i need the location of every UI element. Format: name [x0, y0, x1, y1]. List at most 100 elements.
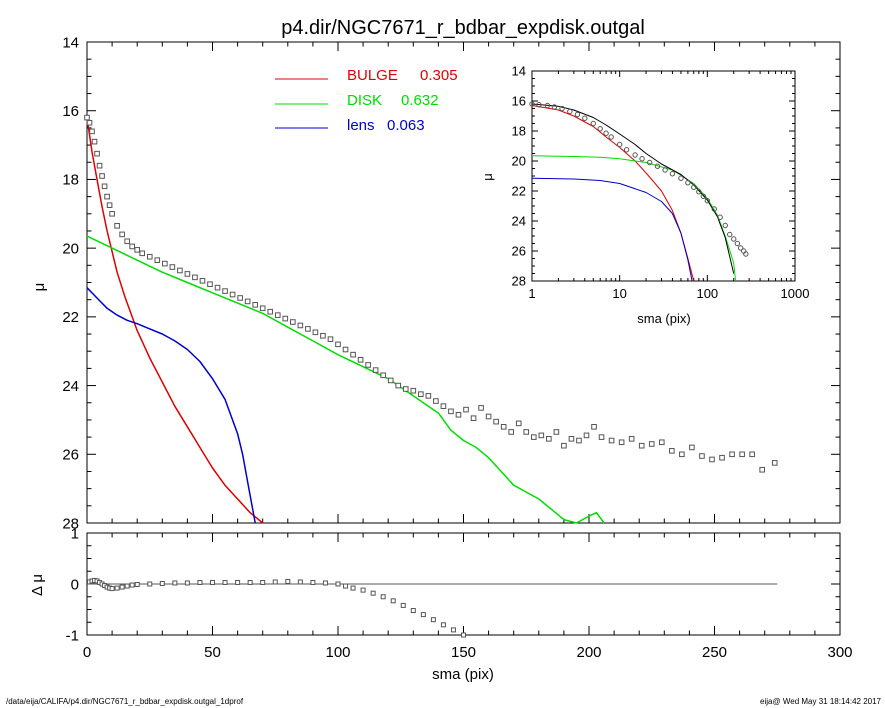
- main-data-point: [425, 393, 432, 399]
- main-data-point: [478, 405, 484, 411]
- inset-data-point: [544, 102, 551, 109]
- main-data-point: [259, 305, 266, 312]
- residual-residual-point: [184, 580, 190, 586]
- main-y-tick-label: 18: [62, 172, 79, 189]
- inset-data-point: [717, 214, 723, 220]
- inset-disk-line: [531, 155, 737, 282]
- residual-residual-point: [343, 583, 349, 589]
- inset-data-point: [551, 104, 558, 110]
- residual-residual-point: [260, 579, 266, 585]
- inset-data-point: [632, 152, 638, 158]
- main-data-point: [598, 434, 605, 440]
- main-data-point: [305, 326, 311, 332]
- main-y-tick-label: 16: [62, 103, 79, 120]
- inset-bulge-line: [531, 105, 695, 282]
- residual-residual-point: [129, 582, 135, 588]
- inset-data-point: [567, 108, 573, 115]
- main-data-point: [658, 439, 665, 446]
- main-data-point: [410, 387, 417, 394]
- inset-data-point: [731, 236, 737, 242]
- inset-data-point: [646, 159, 653, 166]
- main-data-point: [669, 448, 675, 454]
- inset-data-point: [685, 180, 691, 186]
- residual-residual-point: [134, 582, 140, 588]
- inset-total-line: [531, 103, 735, 274]
- main-data-point: [470, 415, 477, 422]
- residual-residual-point: [297, 579, 303, 585]
- main-data-point: [719, 454, 725, 461]
- residual-residual-point: [114, 585, 120, 591]
- main-data-point: [729, 451, 735, 458]
- inset-lens-line: [531, 177, 693, 282]
- residual-y-tick-label: -1: [66, 627, 79, 644]
- main-bulge-line: [86, 117, 264, 524]
- inset-data-point: [743, 251, 749, 257]
- main-data-point: [89, 128, 95, 135]
- inset-data-point: [727, 231, 733, 238]
- inset-y-tick-label: 26: [512, 244, 526, 259]
- main-data-point: [86, 119, 93, 126]
- main-data-point: [576, 437, 582, 444]
- main-data-point: [129, 243, 135, 250]
- inset-data-point: [734, 240, 741, 247]
- main-data-point: [290, 319, 296, 325]
- main-data-point: [350, 351, 356, 358]
- main-data-point: [297, 322, 304, 329]
- inset-data-point: [603, 130, 609, 136]
- residual-residual-point: [440, 622, 446, 628]
- legend-label-bulge: BULGE: [347, 67, 398, 84]
- main-data-point: [214, 284, 221, 291]
- inset-y-tick-label: 22: [512, 184, 526, 199]
- legend-value-lens: 0.063: [387, 117, 425, 134]
- main-data-point: [94, 150, 100, 157]
- residual-residual-point: [430, 617, 436, 623]
- main-data-point: [365, 362, 371, 368]
- main-data-point: [274, 312, 281, 318]
- main-data-point: [312, 329, 319, 336]
- main-data-point: [139, 250, 146, 257]
- main-data-point: [759, 466, 765, 473]
- main-data-point: [244, 298, 251, 305]
- main-data-point: [177, 267, 183, 274]
- main-data-point: [192, 274, 198, 281]
- main-data-point: [679, 451, 685, 458]
- main-data-point: [335, 341, 341, 348]
- main-y-tick-label: 22: [62, 309, 79, 326]
- main-data-point: [440, 403, 447, 409]
- main-data-point: [618, 439, 625, 446]
- residual-residual-point: [390, 598, 396, 604]
- main-data-point: [91, 138, 98, 145]
- main-data-point: [418, 391, 424, 397]
- inset-data-point: [654, 163, 661, 169]
- inset-data-point: [669, 171, 676, 177]
- residual-x-tick-label: 50: [204, 644, 221, 661]
- main-data-point: [455, 411, 462, 418]
- main-data-point: [568, 436, 575, 442]
- main-data-point: [372, 367, 379, 373]
- residual-residual-point: [124, 583, 130, 589]
- main-data-point: [546, 436, 552, 442]
- main-data-point: [169, 264, 176, 270]
- inset-data-point: [711, 206, 717, 212]
- main-data-point: [96, 162, 103, 169]
- residual-residual-point: [285, 578, 291, 584]
- main-data-point: [485, 413, 492, 420]
- residual-residual-point: [450, 627, 456, 633]
- main-data-point: [515, 420, 522, 427]
- main-lens-line: [86, 287, 256, 524]
- residual-y-axis-label: Δ μ: [29, 574, 46, 596]
- residual-residual-point: [222, 579, 228, 585]
- residual-x-tick-label: 250: [702, 644, 727, 661]
- inset-data-point: [623, 147, 630, 153]
- residual-residual-point: [247, 579, 253, 585]
- main-data-point: [252, 302, 258, 308]
- inset-y-tick-label: 14: [512, 64, 526, 79]
- legend-value-disk: 0.632: [401, 92, 439, 109]
- inset-data-point: [704, 198, 711, 204]
- main-data-point: [124, 238, 130, 245]
- inset-data-point: [737, 245, 744, 251]
- inset-data-point: [616, 141, 623, 148]
- inset-data-point: [536, 102, 542, 108]
- residual-residual-point: [159, 580, 165, 586]
- residual-residual-point: [272, 579, 278, 585]
